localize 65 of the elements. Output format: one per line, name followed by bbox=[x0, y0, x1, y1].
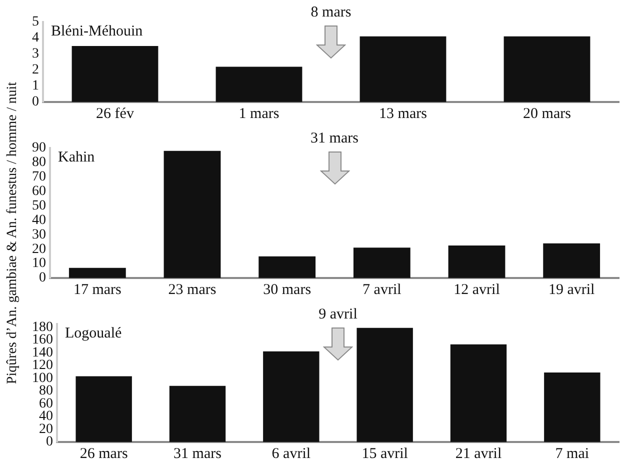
y-axis-title: Piqûres d’An. gambiae & An. funestus / homme / nuit bbox=[5, 82, 21, 384]
bar bbox=[169, 386, 226, 442]
y-tick-label: 80 bbox=[32, 155, 46, 170]
y-tick-label: 60 bbox=[32, 184, 46, 200]
y-tick-label: 100 bbox=[32, 370, 53, 386]
x-tick-label: 23 mars bbox=[168, 282, 216, 298]
x-tick-label: 12 avril bbox=[454, 282, 500, 298]
y-tick-label: 30 bbox=[32, 227, 46, 242]
x-tick-label: 20 mars bbox=[523, 106, 572, 122]
y-tick-label: 3 bbox=[32, 46, 39, 62]
y-tick-label: 40 bbox=[39, 409, 53, 424]
y-tick-label: 10 bbox=[32, 256, 46, 272]
bar bbox=[68, 268, 126, 278]
bar bbox=[263, 351, 320, 442]
chart-title: Bléni-Méhouin bbox=[51, 23, 144, 40]
y-tick-label: 70 bbox=[32, 170, 46, 185]
x-tick-label: 15 avril bbox=[362, 446, 408, 462]
bar bbox=[360, 36, 446, 102]
bar bbox=[356, 328, 413, 442]
bar bbox=[543, 243, 600, 278]
y-tick-label: 20 bbox=[32, 242, 46, 257]
x-tick-label: 21 avril bbox=[455, 446, 502, 462]
chart-title: Kahin bbox=[58, 149, 96, 166]
y-tick-label: 20 bbox=[39, 422, 53, 437]
y-tick-label: 120 bbox=[32, 358, 53, 374]
bar bbox=[164, 150, 221, 278]
bar bbox=[258, 256, 316, 278]
x-tick-label: 7 mai bbox=[555, 446, 590, 462]
x-tick-label: 7 avril bbox=[362, 282, 402, 298]
x-tick-label: 30 mars bbox=[263, 282, 312, 298]
bar bbox=[504, 36, 590, 102]
x-tick-label: 1 mars bbox=[238, 106, 280, 122]
y-tick-label: 50 bbox=[32, 198, 46, 214]
x-tick-label: 6 avril bbox=[272, 446, 311, 462]
y-tick-label: 140 bbox=[32, 345, 53, 360]
x-tick-label: 31 mars bbox=[174, 446, 222, 462]
bar bbox=[72, 46, 158, 102]
bar bbox=[450, 344, 507, 442]
bar bbox=[353, 248, 410, 278]
text: 9 avril bbox=[318, 306, 358, 322]
y-tick-label: 40 bbox=[32, 212, 46, 228]
y-tick-label: 0 bbox=[39, 270, 46, 286]
x-tick-label: 13 mars bbox=[379, 106, 428, 122]
text: 8 mars bbox=[310, 4, 352, 20]
y-tick-label: 1 bbox=[32, 78, 39, 94]
x-tick-label: 26 mars bbox=[80, 446, 128, 462]
x-tick-label: 19 avril bbox=[548, 282, 595, 298]
chart-title: Logoualé bbox=[65, 325, 122, 342]
y-tick-label: 0 bbox=[32, 94, 39, 110]
y-tick-label: 0 bbox=[46, 434, 53, 450]
y-tick-label: 160 bbox=[32, 332, 53, 348]
bar bbox=[216, 66, 302, 102]
x-tick-label: 26 fév bbox=[96, 106, 134, 122]
y-tick-label: 180 bbox=[32, 320, 53, 335]
bar bbox=[448, 246, 506, 278]
text: 31 mars bbox=[310, 130, 359, 146]
y-tick-label: 4 bbox=[32, 30, 39, 46]
y-tick-label: 60 bbox=[39, 396, 53, 412]
y-tick-label: 90 bbox=[32, 140, 46, 156]
bar bbox=[76, 376, 132, 442]
y-tick-label: 80 bbox=[39, 384, 53, 399]
y-tick-label: 5 bbox=[32, 14, 39, 30]
bar bbox=[544, 372, 600, 442]
y-tick-label: 2 bbox=[32, 62, 39, 78]
x-tick-label: 17 mars bbox=[73, 282, 122, 298]
